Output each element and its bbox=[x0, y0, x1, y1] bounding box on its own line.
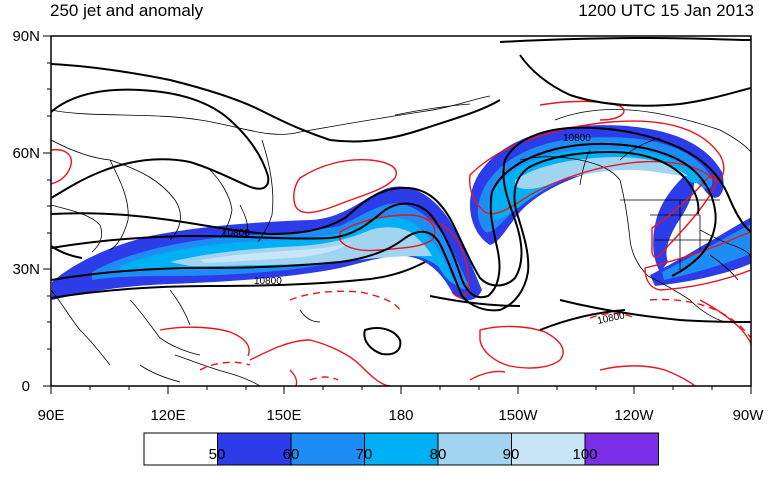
lon-label: 120W bbox=[614, 407, 654, 424]
map-area bbox=[51, 36, 751, 386]
lon-label: 150E bbox=[266, 407, 301, 424]
lon-label: 90E bbox=[38, 407, 65, 424]
axis-ticks bbox=[43, 35, 752, 394]
colorbar-labels: 50 60 70 80 90 100 bbox=[209, 446, 598, 463]
coastlines bbox=[51, 95, 751, 386]
colorbar-swatch bbox=[364, 432, 439, 466]
colorbar-swatch bbox=[437, 432, 512, 466]
colorbar-label: 90 bbox=[503, 446, 520, 463]
contour-label: 10800 bbox=[563, 133, 591, 144]
colorbar-swatch bbox=[511, 432, 586, 466]
colorbar-label: 60 bbox=[283, 446, 300, 463]
anomaly-contours bbox=[51, 100, 751, 386]
colorbar-label: 50 bbox=[209, 446, 226, 463]
jet-ridge-70 bbox=[488, 148, 700, 220]
height-contours bbox=[51, 36, 751, 356]
colorbar-label: 100 bbox=[572, 446, 597, 463]
lon-label: 120E bbox=[150, 407, 185, 424]
lat-label: 90N bbox=[12, 28, 40, 45]
map-title: 250 jet and anomaly bbox=[50, 1, 204, 20]
colorbar-swatch bbox=[290, 432, 365, 466]
colorbar-swatch bbox=[584, 432, 659, 466]
lat-label: 60N bbox=[12, 145, 40, 162]
jet-core-90 bbox=[200, 242, 352, 263]
colorbar bbox=[143, 432, 659, 466]
colorbar-swatch bbox=[217, 432, 292, 466]
colorbar-label: 70 bbox=[356, 446, 373, 463]
valid-time: 1200 UTC 15 Jan 2013 bbox=[578, 1, 754, 20]
jet-east-60 bbox=[662, 224, 751, 280]
lon-label: 180 bbox=[388, 407, 413, 424]
latitude-labels: 90N 60N 30N 0 bbox=[12, 28, 40, 395]
lat-label: 30N bbox=[12, 261, 40, 278]
negative-anomaly-contours bbox=[199, 290, 751, 381]
lon-label: 150W bbox=[498, 407, 538, 424]
lon-label: 90W bbox=[733, 407, 765, 424]
longitude-labels: 90E 120E 150E 180 150W 120W 90W bbox=[38, 407, 765, 424]
lat-label: 0 bbox=[22, 378, 30, 395]
colorbar-label: 80 bbox=[430, 446, 447, 463]
colorbar-swatch bbox=[143, 432, 218, 466]
contour-label: 10800 bbox=[254, 276, 282, 287]
jet-trough-50 bbox=[653, 170, 695, 272]
contour-label: 10800 bbox=[222, 228, 250, 239]
